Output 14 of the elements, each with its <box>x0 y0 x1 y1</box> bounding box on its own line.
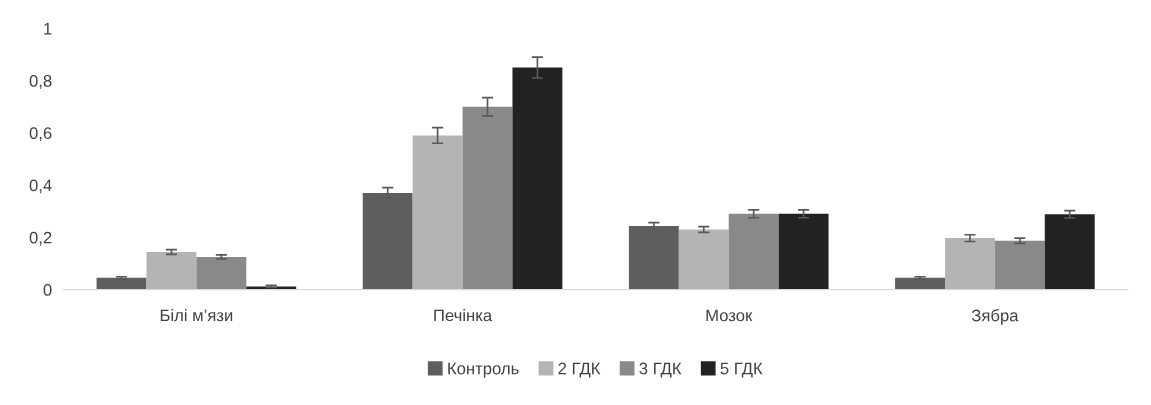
x-tick-label: Білі м’язи <box>160 309 233 322</box>
legend-label: 3 ГДК <box>639 362 682 378</box>
y-tick-label: 0,2 <box>29 231 52 246</box>
y-tick-label: 0,4 <box>29 179 52 194</box>
legend-label: Контроль <box>448 362 519 378</box>
y-tick-label: 0 <box>43 283 52 296</box>
x-tick-label: Зябра <box>971 309 1019 325</box>
y-tick-label: 1 <box>44 22 52 35</box>
x-tick-label: Мозок <box>706 309 753 322</box>
x-tick-label: Печінка <box>434 309 493 322</box>
y-tick-label: 0,8 <box>29 75 52 89</box>
legend-label: 5 ГДК <box>720 362 763 378</box>
y-tick-label: 0,6 <box>29 127 52 142</box>
legend-label: 2 ГДК <box>558 362 601 378</box>
